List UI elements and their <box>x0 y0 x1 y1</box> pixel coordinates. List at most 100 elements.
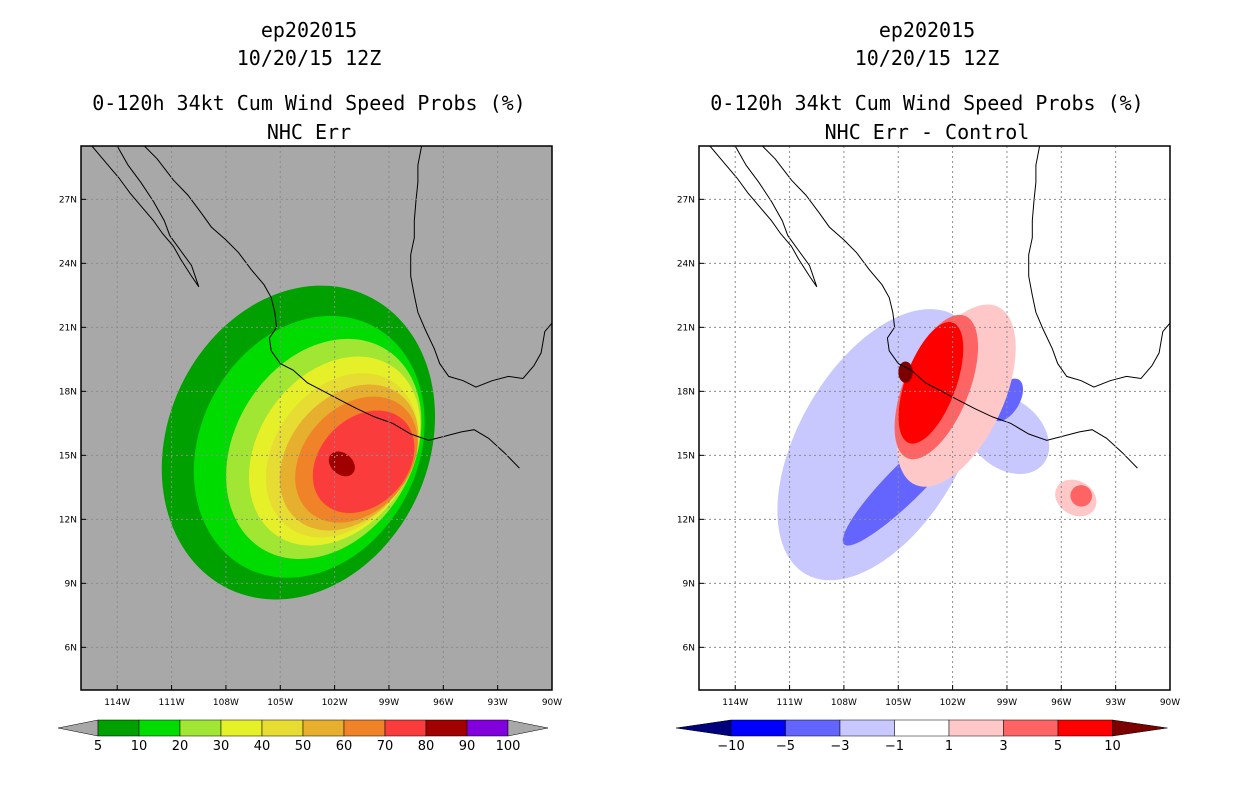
colorbar-label: 5 <box>1054 739 1062 754</box>
colorbar-swatch <box>1057 719 1113 737</box>
panel-nhc-err-minus-control: ep202015 10/20/15 12Z 0-120h 34kt Cum Wi… <box>618 0 1236 800</box>
colorbar-swatch <box>384 719 427 737</box>
colorbar-swatch <box>466 719 509 737</box>
y-tick-label: 6N <box>683 643 695 653</box>
x-tick-label: 111W <box>777 698 803 708</box>
contour-layer <box>699 146 1170 690</box>
colorbar-label: −3 <box>830 739 849 754</box>
y-tick-label: 15N <box>59 451 77 461</box>
colorbar-label: 70 <box>377 739 394 754</box>
colorbar-swatch <box>179 719 222 737</box>
storm-id-title: ep202015 <box>878 18 976 42</box>
x-tick-label: 105W <box>267 698 293 708</box>
panel-nhc-err: ep202015 10/20/15 12Z 0-120h 34kt Cum Wi… <box>57 18 562 754</box>
colorbar-swatch <box>839 719 895 737</box>
difference-map: 114W 111W 108W 105W 102W 99W 96W 93W 90W 6N 9N 12N 1… <box>675 145 1180 754</box>
y-tick-label: 12N <box>59 515 77 525</box>
x-tick-label: 99W <box>379 698 399 708</box>
valid-time-title: 10/20/15 12Z <box>236 46 382 70</box>
chart-title: 0-120h 34kt Cum Wind Speed Probs (%) <box>710 91 1144 115</box>
colorbar-label: 60 <box>336 739 353 754</box>
colorbar-label: −10 <box>717 739 744 754</box>
colorbar-swatch <box>730 719 786 737</box>
colorbar-label: 90 <box>459 739 476 754</box>
x-tick-label: 90W <box>1160 698 1180 708</box>
colorbar-swatch <box>261 719 304 737</box>
y-tick-label: 27N <box>677 195 695 205</box>
contour-layer <box>81 146 552 690</box>
coastline-1 <box>762 146 1138 469</box>
x-tick-label: 102W <box>940 698 966 708</box>
x-tick-label: 96W <box>433 698 453 708</box>
probability-map: 114W 111W 108W 105W 102W 99W 96W 93W 90W 6N 9N 12N 1… <box>57 145 562 754</box>
colorbar-label: 30 <box>213 739 230 754</box>
y-tick-label: 21N <box>677 323 695 333</box>
x-tick-label: 108W <box>213 698 239 708</box>
coastline-1 <box>144 146 520 469</box>
chart-subtitle: NHC Err <box>266 120 352 144</box>
colorbar-label: −1 <box>885 739 904 754</box>
plot-frame <box>80 145 553 691</box>
chart-title: 0-120h 34kt Cum Wind Speed Probs (%) <box>92 91 526 115</box>
y-tick-label: 18N <box>677 387 695 397</box>
colorbar-swatch <box>425 719 468 737</box>
colorbar-swatch <box>302 719 345 737</box>
x-tick-label: 114W <box>104 698 130 708</box>
y-tick-label: 12N <box>677 515 695 525</box>
colorbar-swatch <box>220 719 263 737</box>
colorbar-swatch <box>785 719 841 737</box>
contour-level-5 <box>898 322 964 444</box>
colorbar-label: 10 <box>1104 739 1121 754</box>
coastline-2 <box>410 146 552 388</box>
colorbar-swatch <box>97 719 140 737</box>
y-tick-label: 15N <box>677 451 695 461</box>
colorbar-swatch <box>894 719 950 737</box>
colorbar-label: 10 <box>131 739 148 754</box>
colorbar-swatch <box>138 719 181 737</box>
colorbar-label: 40 <box>254 739 271 754</box>
colorbar-under-arrow <box>675 719 732 737</box>
contour-level-10 <box>898 361 913 383</box>
valid-time-title: 10/20/15 12Z <box>854 46 1000 70</box>
colorbar-swatch <box>1003 719 1059 737</box>
x-tick-label: 99W <box>997 698 1017 708</box>
x-tick-label: 102W <box>322 698 348 708</box>
coastline-0 <box>709 146 818 288</box>
colorbar-label: 1 <box>945 739 953 754</box>
colorbar-over-arrow <box>507 719 549 737</box>
x-tick-label: 114W <box>722 698 748 708</box>
coastline-2 <box>1028 146 1170 388</box>
colorbar-swatch <box>948 719 1004 737</box>
y-tick-label: 9N <box>65 579 77 589</box>
y-tick-label: 21N <box>59 323 77 333</box>
plot-frame <box>698 145 1171 691</box>
chart-subtitle: NHC Err - Control <box>824 120 1030 144</box>
colorbar-swatch <box>343 719 386 737</box>
colorbar-label: −5 <box>776 739 795 754</box>
x-tick-label: 96W <box>1051 698 1071 708</box>
storm-id-title: ep202015 <box>260 18 358 42</box>
y-tick-label: 24N <box>59 259 77 269</box>
colorbar-label: 80 <box>418 739 435 754</box>
colorbar: −10 −5 −3 −1 1 3 5 10 <box>675 719 1168 754</box>
colorbar-label: 100 <box>496 739 521 754</box>
colorbar-label: 5 <box>94 739 102 754</box>
colorbar-label: 20 <box>172 739 189 754</box>
colorbar-label: 3 <box>999 739 1007 754</box>
colorbar: 5 10 20 30 40 50 60 70 80 90 100 <box>57 719 549 754</box>
y-tick-label: 18N <box>59 387 77 397</box>
x-tick-label: 108W <box>831 698 857 708</box>
x-tick-label: 93W <box>1105 698 1125 708</box>
colorbar-over-arrow <box>1112 719 1168 737</box>
y-tick-label: 24N <box>677 259 695 269</box>
x-tick-label: 105W <box>885 698 911 708</box>
y-tick-label: 6N <box>65 643 77 653</box>
contour-level-3 <box>1070 485 1093 507</box>
contour-level-80 <box>328 451 355 477</box>
y-tick-label: 9N <box>683 579 695 589</box>
x-tick-label: 90W <box>542 698 562 708</box>
colorbar-label: 50 <box>295 739 312 754</box>
x-tick-label: 111W <box>159 698 185 708</box>
coastline-0 <box>91 146 200 288</box>
y-tick-label: 27N <box>59 195 77 205</box>
